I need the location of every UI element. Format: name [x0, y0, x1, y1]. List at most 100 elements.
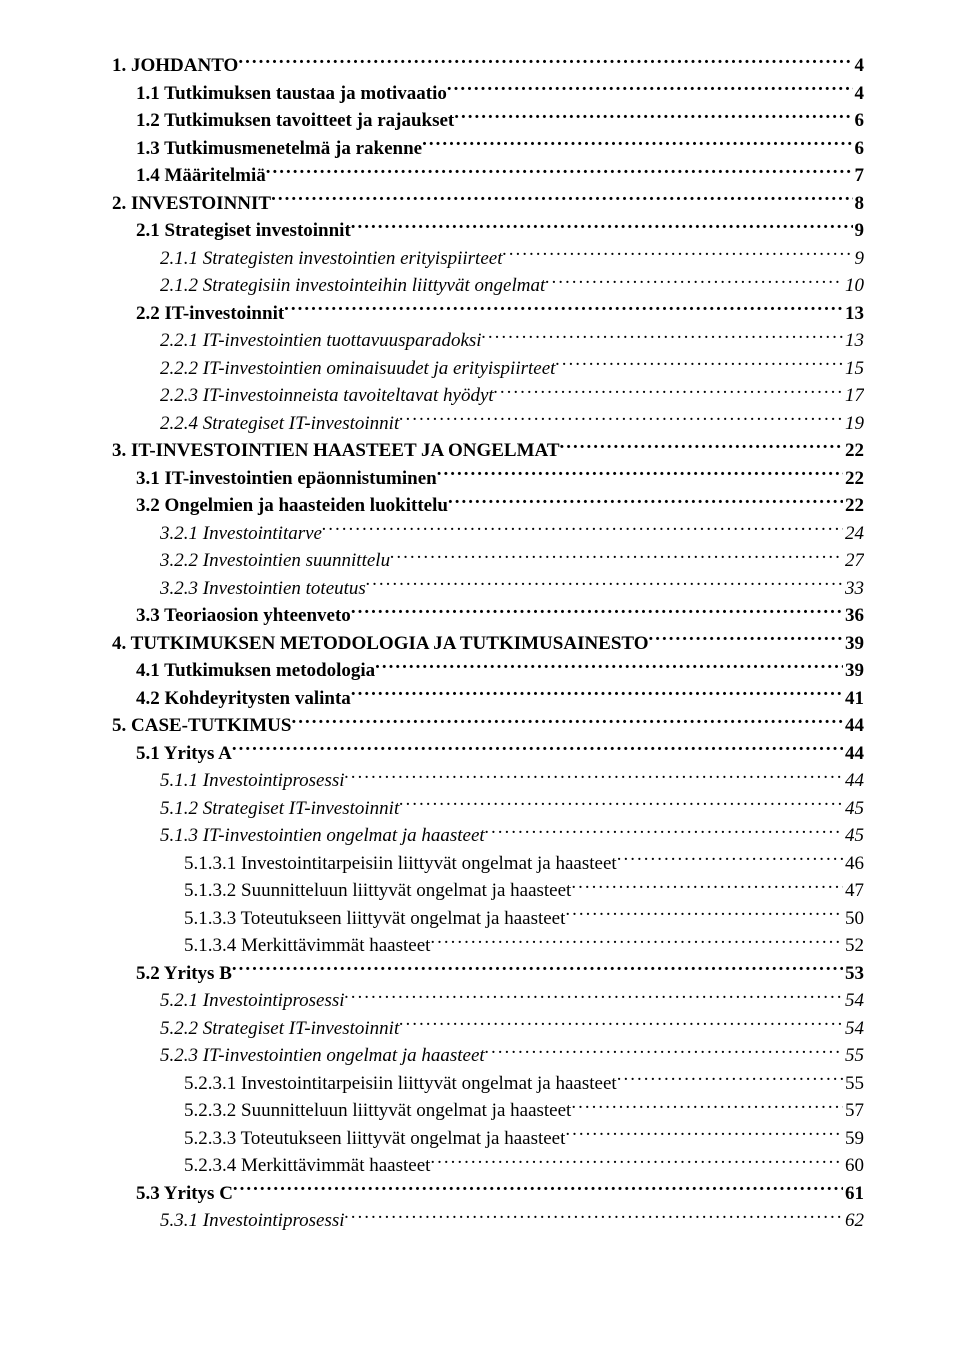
toc-entry-page: 59 [843, 1125, 864, 1153]
toc-entry-label: 2.2 IT-investoinnit [136, 300, 284, 328]
toc-entry-page: 39 [843, 630, 864, 658]
toc-entry-label: 2.2.4 Strategiset IT-investoinnit [160, 410, 399, 438]
toc-entry-page: 4 [853, 80, 865, 108]
toc-entry-label: 5.2 Yritys B [136, 960, 232, 988]
toc-entry-label: 3.1 IT-investointien epäonnistuminen [136, 465, 437, 493]
toc-entry-page: 45 [843, 795, 864, 823]
toc-leader-dots [448, 492, 843, 511]
toc-leader-dots [437, 465, 843, 484]
toc-entry: 5.2.3.3 Toteutukseen liittyvät ongelmat … [184, 1125, 864, 1153]
toc-leader-dots [485, 1042, 843, 1061]
toc-entry-label: 3.2.1 Investointitarve [160, 520, 322, 548]
toc-entry-label: 5.1.3.2 Suunnitteluun liittyvät ongelmat… [184, 877, 571, 905]
toc-entry: 2.1 Strategiset investoinnit9 [136, 217, 864, 245]
toc-leader-dots [571, 877, 843, 896]
toc-entry: 2.2.3 IT-investoinneista tavoiteltavat h… [160, 382, 864, 410]
toc-entry: 4.1 Tutkimuksen metodologia39 [136, 657, 864, 685]
toc-entry: 3.2.3 Investointien toteutus33 [160, 575, 864, 603]
toc-entry-label: 3.2 Ongelmien ja haasteiden luokittelu [136, 492, 448, 520]
toc-leader-dots [238, 52, 852, 71]
toc-entry-label: 1.3 Tutkimusmenetelmä ja rakenne [136, 135, 422, 163]
toc-entry-page: 61 [843, 1180, 864, 1208]
toc-entry-label: 1.4 Määritelmiä [136, 162, 266, 190]
toc-leader-dots [345, 1207, 843, 1226]
toc-leader-dots [617, 850, 843, 869]
toc-entry: 5.1.3.1 Investointitarpeisiin liittyvät … [184, 850, 864, 878]
toc-entry: 2. INVESTOINNIT8 [112, 190, 864, 218]
toc-entry-page: 46 [843, 850, 864, 878]
toc-entry-page: 10 [843, 272, 864, 300]
toc-entry: 3.2.2 Investointien suunnittelu27 [160, 547, 864, 575]
toc-entry: 3.1 IT-investointien epäonnistuminen22 [136, 465, 864, 493]
toc-entry-label: 5.2.3.3 Toteutukseen liittyvät ongelmat … [184, 1125, 565, 1153]
toc-entry-page: 9 [853, 245, 865, 273]
toc-entry: 1.4 Määritelmiä 7 [136, 162, 864, 190]
toc-entry: 5.2.3.1 Investointitarpeisiin liittyvät … [184, 1070, 864, 1098]
toc-entry: 2.1.2 Strategisiin investointeihin liitt… [160, 272, 864, 300]
toc-entry: 5.1.2 Strategiset IT-investoinnit 45 [160, 795, 864, 823]
toc-leader-dots [351, 602, 843, 621]
toc-entry-page: 62 [843, 1207, 864, 1235]
toc-entry-label: 2.1.1 Strategisten investointien erityis… [160, 245, 502, 273]
toc-entry: 5.2.2 Strategiset IT-investoinnit54 [160, 1015, 864, 1043]
toc-leader-dots [447, 80, 853, 99]
toc-leader-dots [366, 575, 843, 594]
toc-entry: 4. TUTKIMUKSEN METODOLOGIA JA TUTKIMUSAI… [112, 630, 864, 658]
toc-entry: 3. IT-INVESTOINTIEN HAASTEET JA ONGELMAT… [112, 437, 864, 465]
toc-leader-dots [482, 327, 843, 346]
toc-entry-page: 6 [853, 135, 865, 163]
toc-leader-dots [545, 272, 843, 291]
toc-leader-dots [345, 987, 843, 1006]
toc-entry: 5.2.3 IT-investointien ongelmat ja haast… [160, 1042, 864, 1070]
toc-entry-label: 5.2.3.4 Merkittävimmät haasteet [184, 1152, 430, 1180]
toc-entry-label: 1. JOHDANTO [112, 52, 238, 80]
toc-entry-page: 27 [843, 547, 864, 575]
toc-entry: 5.2 Yritys B 53 [136, 960, 864, 988]
toc-entry: 1. JOHDANTO 4 [112, 52, 864, 80]
toc-entry-page: 22 [843, 492, 864, 520]
toc-entry: 5.1.3.3 Toteutukseen liittyvät ongelmat … [184, 905, 864, 933]
toc-entry-label: 5.1.3.3 Toteutukseen liittyvät ongelmat … [184, 905, 565, 933]
toc-leader-dots [502, 245, 852, 264]
toc-entry-page: 44 [843, 712, 864, 740]
toc-entry-page: 13 [843, 300, 864, 328]
toc-entry: 5.1.3.2 Suunnitteluun liittyvät ongelmat… [184, 877, 864, 905]
toc-entry: 1.1 Tutkimuksen taustaa ja motivaatio4 [136, 80, 864, 108]
toc-entry: 5.1.1 Investointiprosessi44 [160, 767, 864, 795]
toc-entry-page: 53 [843, 960, 864, 988]
toc-leader-dots [565, 905, 843, 924]
toc-entry-page: 47 [843, 877, 864, 905]
toc-entry-page: 45 [843, 822, 864, 850]
toc-entry-page: 9 [853, 217, 865, 245]
toc-entry-page: 7 [853, 162, 865, 190]
toc-leader-dots [454, 107, 852, 126]
toc-leader-dots [430, 1152, 843, 1171]
toc-entry-page: 44 [843, 740, 864, 768]
toc-leader-dots [232, 740, 843, 759]
toc-entry-label: 4.2 Kohdeyritysten valinta [136, 685, 351, 713]
toc-entry-page: 4 [853, 52, 865, 80]
toc-entry-page: 13 [843, 327, 864, 355]
toc-entry-page: 15 [843, 355, 864, 383]
toc-entry: 2.2.1 IT-investointien tuottavuusparadok… [160, 327, 864, 355]
toc-leader-dots [351, 685, 843, 704]
toc-leader-dots [399, 795, 843, 814]
toc-entry-label: 5.1.3 IT-investointien ongelmat ja haast… [160, 822, 485, 850]
toc-entry-page: 8 [853, 190, 865, 218]
toc-entry-page: 22 [843, 437, 864, 465]
toc-entry: 4.2 Kohdeyritysten valinta41 [136, 685, 864, 713]
toc-entry-label: 5.1.2 Strategiset IT-investoinnit [160, 795, 399, 823]
toc-entry-label: 5. CASE-TUTKIMUS [112, 712, 291, 740]
toc-leader-dots [351, 217, 853, 236]
toc-entry-page: 6 [853, 107, 865, 135]
toc-entry-label: 5.2.3 IT-investointien ongelmat ja haast… [160, 1042, 485, 1070]
toc-entry: 1.2 Tutkimuksen tavoitteet ja rajaukset6 [136, 107, 864, 135]
toc-entry: 2.1.1 Strategisten investointien erityis… [160, 245, 864, 273]
toc-leader-dots [375, 657, 843, 676]
toc-entry: 5. CASE-TUTKIMUS 44 [112, 712, 864, 740]
toc-entry: 3.2.1 Investointitarve24 [160, 520, 864, 548]
toc-entry-page: 54 [843, 987, 864, 1015]
toc-entry-label: 5.1.1 Investointiprosessi [160, 767, 345, 795]
toc-entry-label: 2.2.1 IT-investointien tuottavuusparadok… [160, 327, 482, 355]
toc-leader-dots [232, 960, 843, 979]
